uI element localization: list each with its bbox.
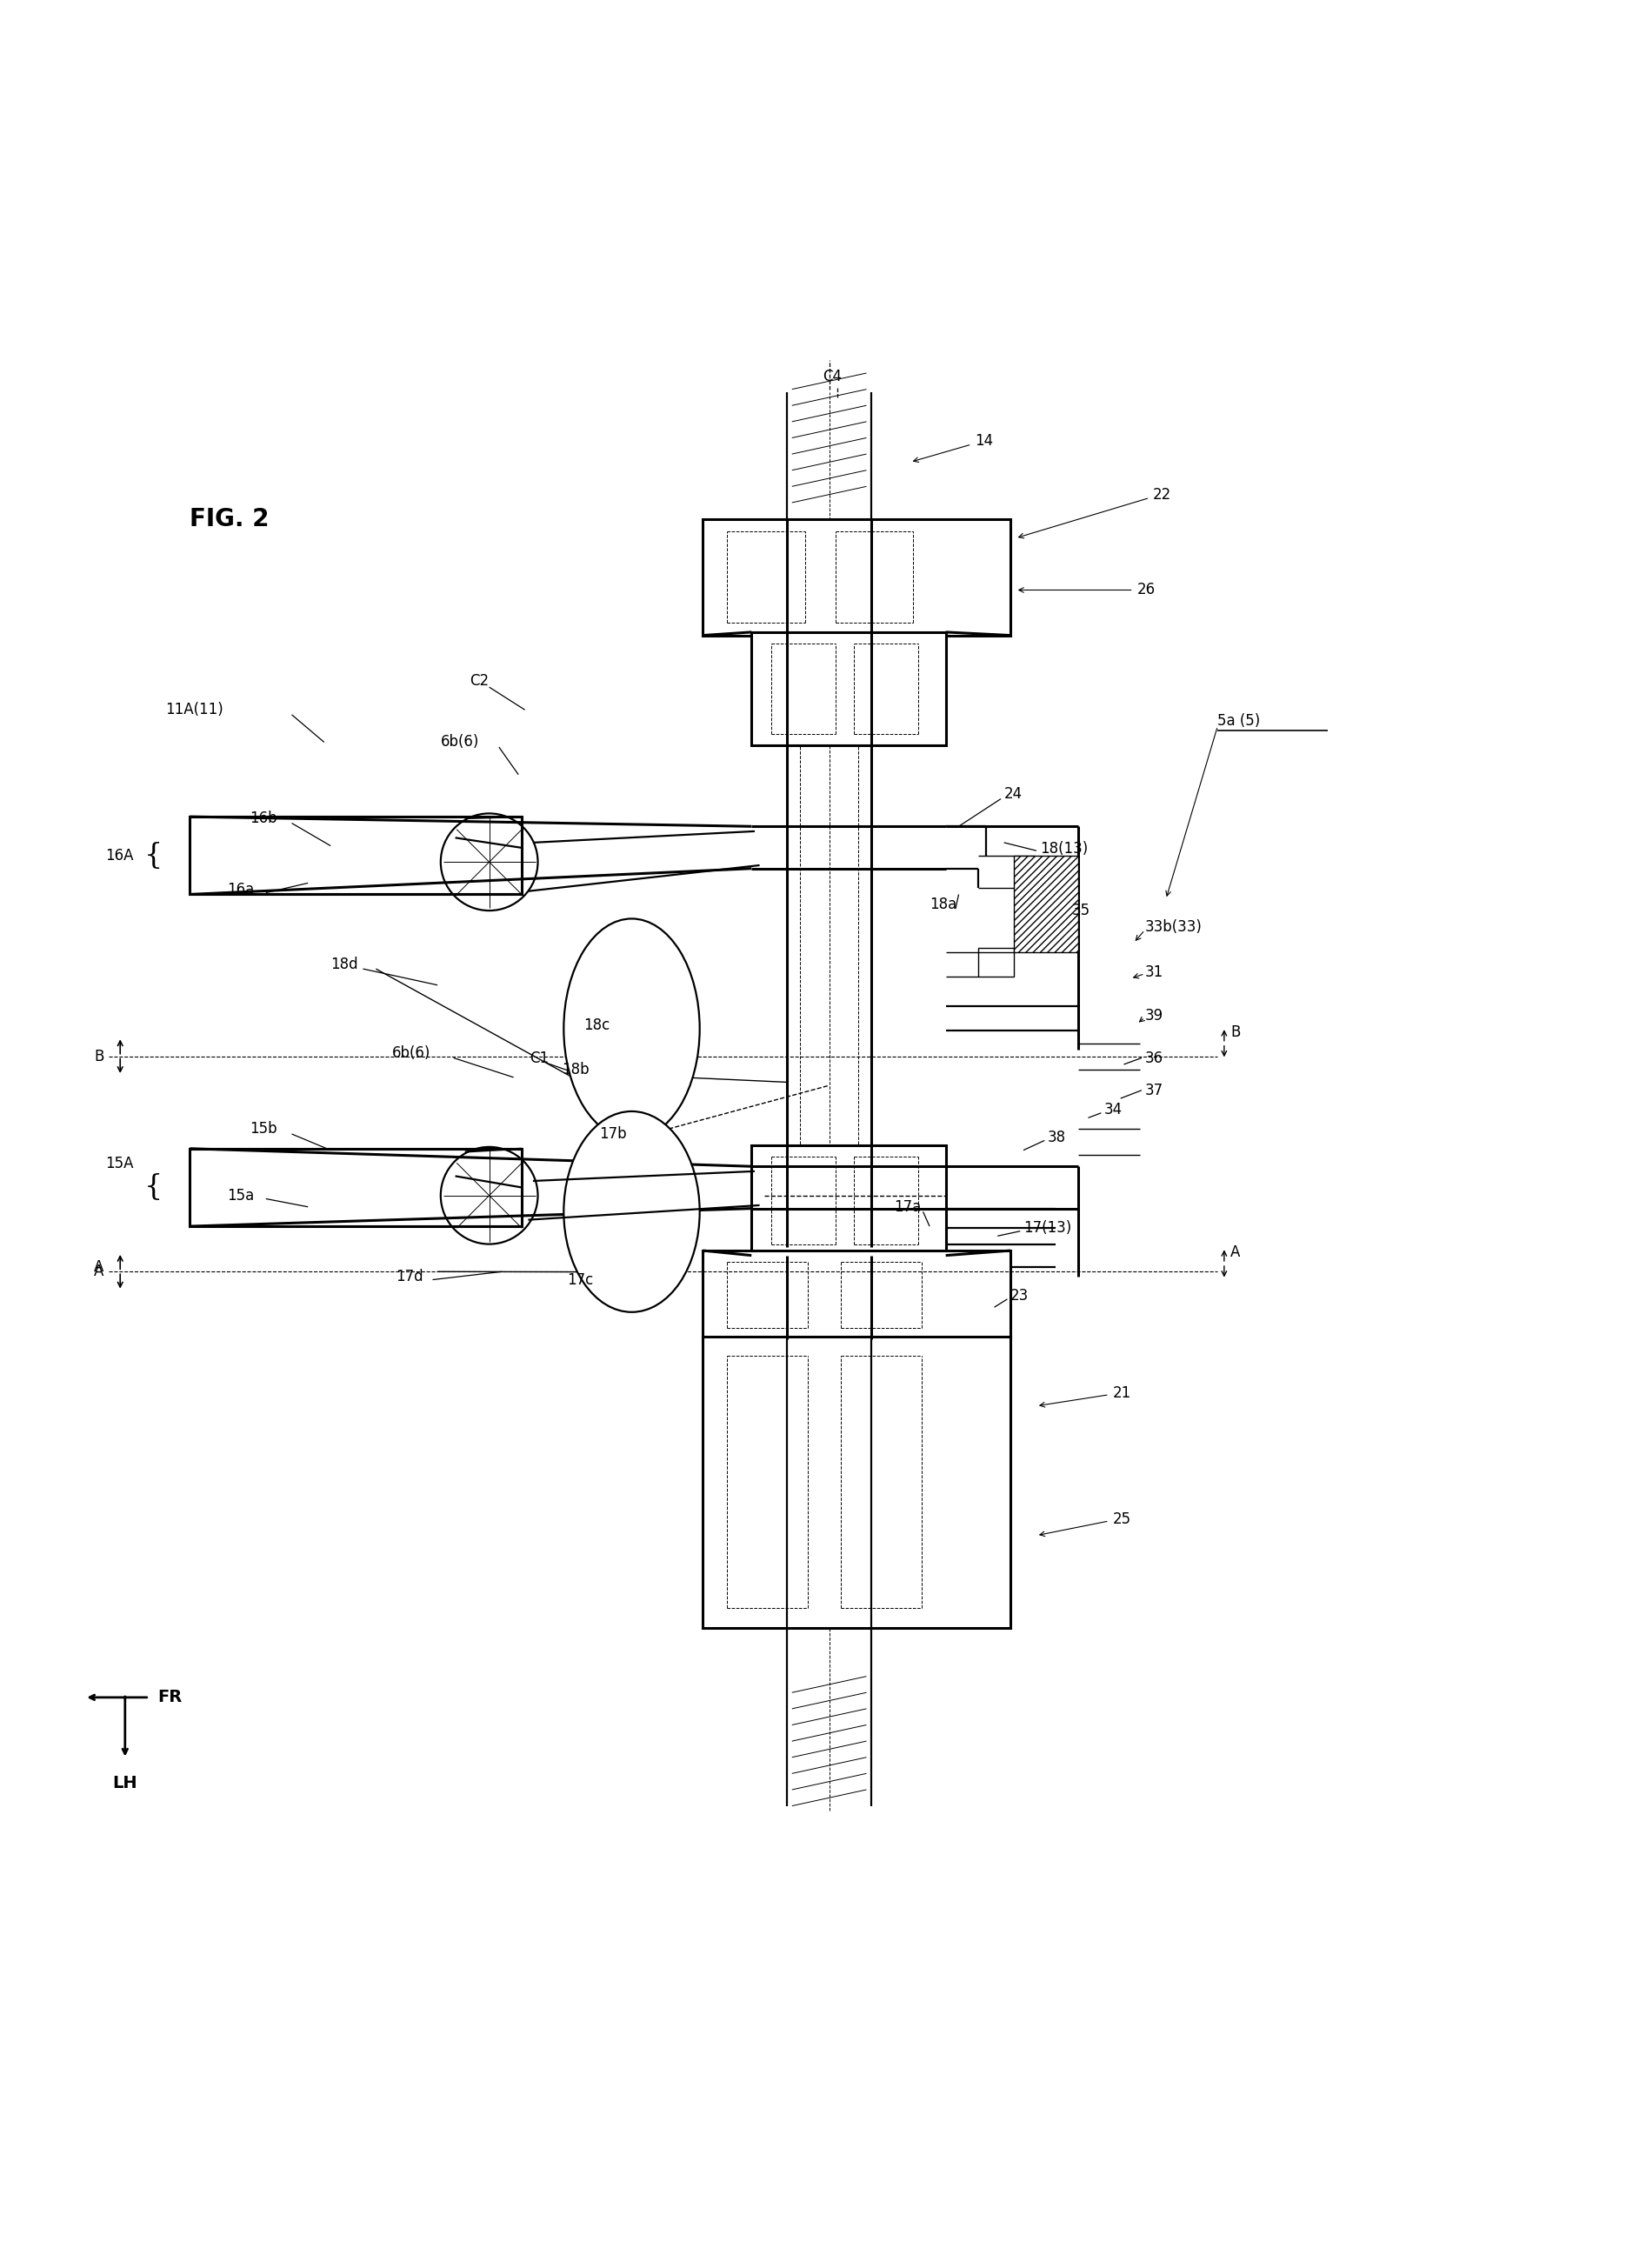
Text: 38: 38 — [1047, 1129, 1067, 1145]
Bar — [751, 1145, 946, 1256]
Bar — [190, 1148, 522, 1227]
Text: 14: 14 — [976, 433, 993, 449]
Text: 18(13): 18(13) — [1039, 841, 1088, 857]
Text: 18b: 18b — [563, 1061, 590, 1077]
Text: A: A — [1231, 1245, 1241, 1261]
Text: {: { — [143, 841, 163, 869]
Text: 18d: 18d — [330, 957, 358, 971]
Text: 6b(6): 6b(6) — [392, 1046, 431, 1061]
Text: 11A(11): 11A(11) — [166, 703, 223, 717]
Text: 5a (5): 5a (5) — [1218, 714, 1260, 728]
Bar — [979, 948, 1013, 978]
Text: 16a: 16a — [228, 882, 254, 898]
Text: LH: LH — [112, 1776, 138, 1792]
Bar — [702, 1336, 1010, 1628]
Bar — [190, 816, 522, 894]
Text: 39: 39 — [1145, 1007, 1163, 1023]
Text: 17a: 17a — [894, 1200, 920, 1216]
Text: 17d: 17d — [395, 1268, 423, 1284]
Text: 31: 31 — [1145, 964, 1163, 980]
Ellipse shape — [564, 919, 699, 1139]
Text: FR: FR — [158, 1690, 182, 1706]
Text: 18c: 18c — [584, 1018, 610, 1034]
Bar — [702, 1250, 1010, 1340]
Text: A: A — [94, 1263, 104, 1279]
Text: {: { — [143, 1173, 163, 1202]
Text: 25: 25 — [1112, 1510, 1130, 1526]
Text: 21: 21 — [1112, 1386, 1132, 1402]
Text: 6b(6): 6b(6) — [441, 735, 480, 751]
Text: 26: 26 — [1137, 583, 1154, 599]
Text: 17(13): 17(13) — [1023, 1220, 1072, 1236]
Text: 35: 35 — [1072, 903, 1091, 919]
Text: 15b: 15b — [250, 1120, 276, 1136]
Text: C2: C2 — [470, 674, 489, 689]
Text: FIG. 2: FIG. 2 — [190, 508, 270, 531]
Text: 22: 22 — [1153, 488, 1171, 501]
Text: C4: C4 — [823, 370, 842, 383]
Bar — [751, 633, 946, 746]
Text: C1: C1 — [530, 1050, 550, 1066]
Text: 18a: 18a — [930, 896, 956, 912]
Text: 17b: 17b — [600, 1127, 628, 1141]
Bar — [702, 519, 1010, 635]
Text: 17c: 17c — [567, 1272, 593, 1288]
Text: 16b: 16b — [250, 810, 276, 826]
Text: 34: 34 — [1104, 1102, 1122, 1118]
Text: 23: 23 — [1010, 1288, 1029, 1304]
Text: 15A: 15A — [106, 1154, 133, 1170]
Text: B: B — [94, 1048, 104, 1064]
Text: 16A: 16A — [106, 848, 133, 864]
Text: B: B — [1231, 1025, 1241, 1039]
Text: 33b(33): 33b(33) — [1145, 919, 1202, 934]
Text: A: A — [94, 1259, 104, 1275]
Text: 15a: 15a — [228, 1188, 254, 1204]
Text: 24: 24 — [1003, 787, 1023, 803]
Bar — [1013, 855, 1078, 953]
Text: 36: 36 — [1145, 1050, 1163, 1066]
Text: 37: 37 — [1145, 1082, 1163, 1098]
Ellipse shape — [564, 1111, 699, 1313]
